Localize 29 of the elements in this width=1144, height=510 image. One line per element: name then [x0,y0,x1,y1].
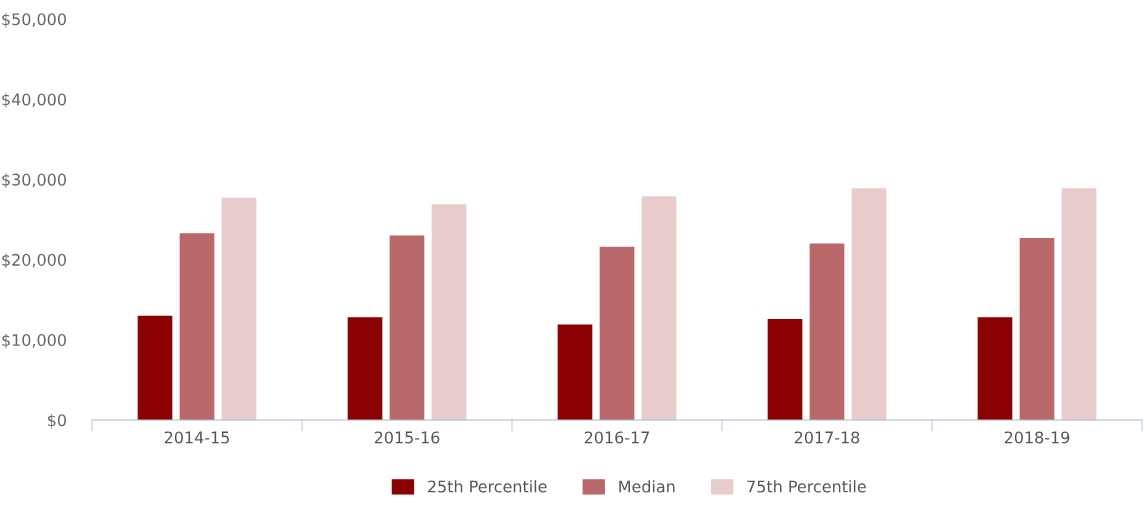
bar [347,317,383,420]
bar [431,204,467,420]
bar [179,233,215,420]
bar [1061,188,1097,420]
bar [599,246,635,420]
bar [221,197,257,420]
bar [851,188,887,420]
x-tick-label: 2017-18 [794,431,860,444]
legend-label: 25th Percentile [428,480,547,493]
x-tick-label: 2015-16 [374,431,440,444]
y-tick-label: $40,000 [2,93,66,108]
bar [641,196,677,420]
y-tick-label: $30,000 [2,173,66,188]
bar [1019,237,1055,420]
y-tick-label: $50,000 [2,12,66,28]
bar [809,243,845,420]
y-tick-label: $10,000 [2,333,66,349]
y-tick-label: $0 [48,413,66,429]
bar [137,315,173,420]
x-tick-label: 2014-15 [164,431,229,444]
bar [767,318,803,420]
bar [389,235,425,420]
bar [977,317,1013,420]
legend-label: 75th Percentile [747,480,866,493]
bar [557,324,593,420]
y-tick-label: $20,000 [2,253,66,269]
x-tick-label: 2018-19 [1004,431,1070,444]
legend-label: Median [619,480,675,493]
x-tick-label: 2016-17 [584,431,649,444]
